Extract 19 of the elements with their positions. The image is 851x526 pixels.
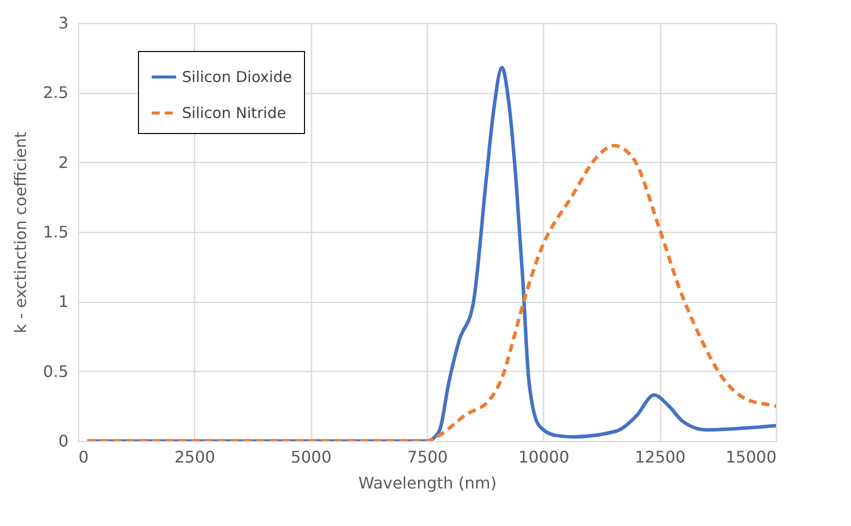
- y-tick-label: 1.5: [43, 222, 68, 242]
- x-tick-label: 7500: [407, 448, 448, 466]
- x-tick-label: 5000: [290, 448, 332, 466]
- line-series: [86, 144, 776, 441]
- y-tick-label: 0.5: [43, 362, 68, 381]
- x-axis-title: Wavelength (nm): [358, 474, 497, 492]
- legend-label: Silicon Dioxide: [182, 68, 292, 86]
- y-axis-title: k - exctinction coefficient: [11, 132, 30, 334]
- legend-label: Silicon Nitride: [182, 104, 286, 122]
- y-tick-label: 2: [58, 152, 68, 172]
- y-tick-label: 1: [58, 292, 68, 312]
- y-tick-label: 2.5: [43, 83, 68, 102]
- x-tick-label: 12500: [634, 448, 686, 466]
- y-tick-label: 3: [58, 14, 68, 32]
- y-tick-label: 0: [58, 432, 68, 450]
- x-tick-label: 0: [78, 448, 89, 466]
- x-tick-label: 2500: [174, 448, 216, 466]
- x-tick-label: 15000: [726, 448, 776, 466]
- x-tick-label: 10000: [518, 448, 570, 466]
